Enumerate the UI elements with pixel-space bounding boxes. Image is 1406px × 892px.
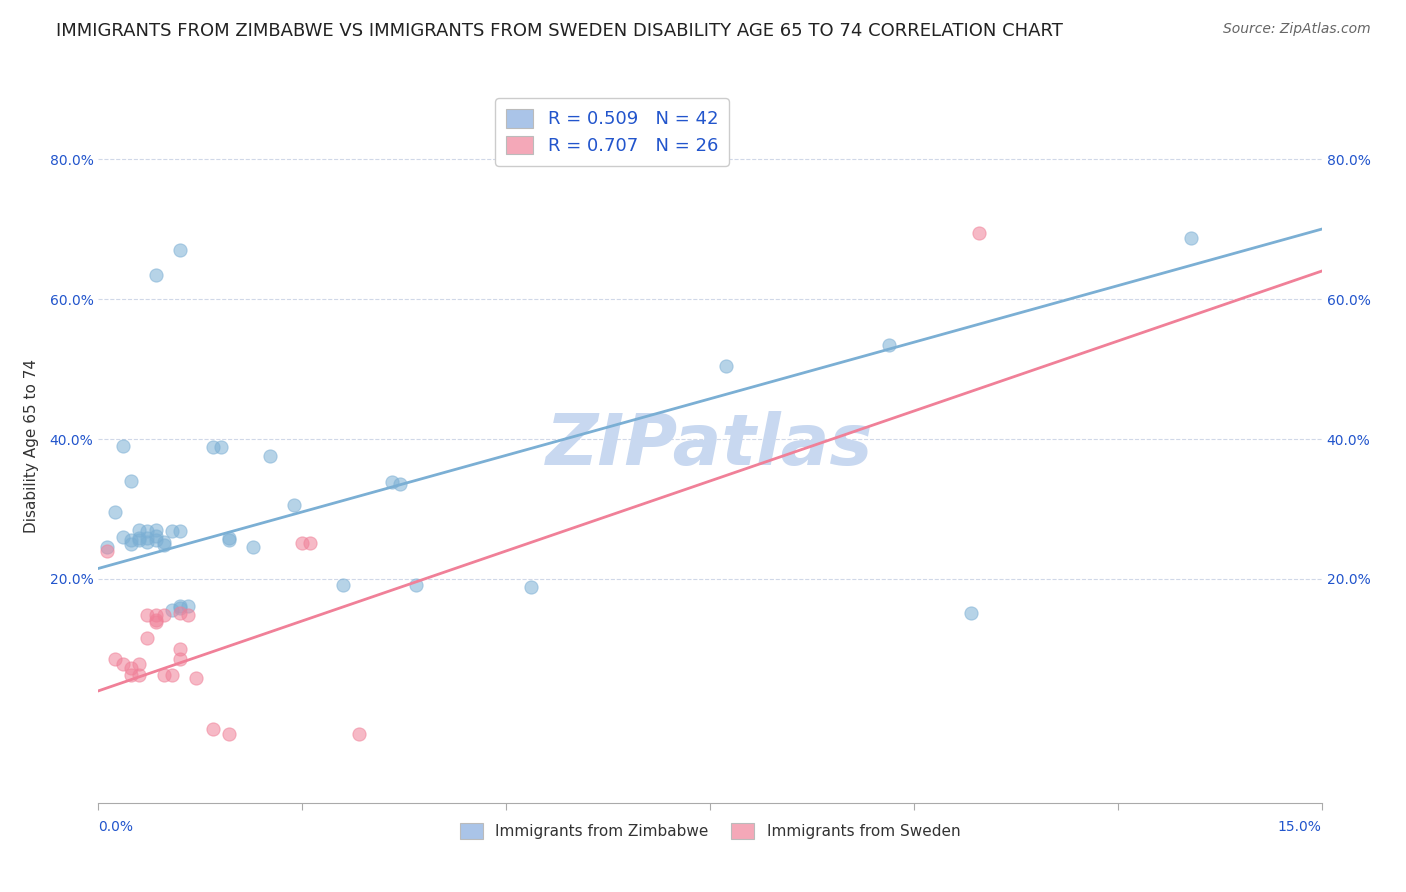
Text: Source: ZipAtlas.com: Source: ZipAtlas.com xyxy=(1223,22,1371,37)
Point xyxy=(201,723,224,737)
Text: 15.0%: 15.0% xyxy=(1278,821,1322,834)
Point xyxy=(291,535,314,549)
Point xyxy=(160,524,183,539)
Point xyxy=(128,657,150,672)
Point xyxy=(209,441,232,455)
Point xyxy=(128,533,150,548)
Point xyxy=(169,601,191,615)
Point xyxy=(136,632,159,646)
Point xyxy=(120,537,142,551)
Point xyxy=(169,243,191,257)
Point xyxy=(349,727,371,741)
Point xyxy=(160,668,183,682)
Point xyxy=(111,657,134,672)
Point xyxy=(111,439,134,453)
Point xyxy=(332,577,354,591)
Point xyxy=(1180,230,1202,244)
Point xyxy=(136,534,159,549)
Point xyxy=(218,533,240,548)
Point xyxy=(879,337,901,351)
Point xyxy=(128,523,150,537)
Point xyxy=(128,532,150,546)
Point xyxy=(152,534,174,549)
Point xyxy=(169,606,191,620)
Point xyxy=(519,580,541,594)
Point xyxy=(96,544,118,558)
Point xyxy=(136,532,159,546)
Point xyxy=(169,641,191,656)
Point xyxy=(405,577,427,591)
Point xyxy=(145,615,167,630)
Point xyxy=(145,268,167,282)
Point xyxy=(201,441,224,455)
Point xyxy=(104,652,127,666)
Point xyxy=(96,541,118,555)
Text: IMMIGRANTS FROM ZIMBABWE VS IMMIGRANTS FROM SWEDEN DISABILITY AGE 65 TO 74 CORRE: IMMIGRANTS FROM ZIMBABWE VS IMMIGRANTS F… xyxy=(56,22,1063,40)
Point xyxy=(716,359,738,373)
Point xyxy=(145,528,167,542)
Text: 0.0%: 0.0% xyxy=(98,821,134,834)
Text: ZIPatlas: ZIPatlas xyxy=(547,411,873,481)
Point xyxy=(299,535,322,549)
Point xyxy=(169,524,191,539)
Point xyxy=(152,668,174,682)
Y-axis label: Disability Age 65 to 74: Disability Age 65 to 74 xyxy=(24,359,38,533)
Point xyxy=(169,599,191,613)
Point xyxy=(186,671,208,685)
Point xyxy=(960,606,983,620)
Point xyxy=(259,450,281,464)
Point xyxy=(145,533,167,548)
Point xyxy=(145,613,167,627)
Point xyxy=(136,608,159,623)
Legend: Immigrants from Zimbabwe, Immigrants from Sweden: Immigrants from Zimbabwe, Immigrants fro… xyxy=(454,817,966,845)
Point xyxy=(120,533,142,548)
Point xyxy=(145,523,167,537)
Point xyxy=(120,661,142,675)
Point xyxy=(152,538,174,552)
Point xyxy=(136,524,159,539)
Point xyxy=(389,477,412,491)
Point xyxy=(169,652,191,666)
Point xyxy=(152,608,174,623)
Point xyxy=(111,530,134,544)
Point xyxy=(177,608,200,623)
Point xyxy=(160,603,183,617)
Point xyxy=(283,499,305,513)
Point xyxy=(145,608,167,623)
Point xyxy=(128,668,150,682)
Point xyxy=(218,532,240,546)
Point xyxy=(218,727,240,741)
Point xyxy=(381,475,404,490)
Point xyxy=(120,668,142,682)
Point xyxy=(177,599,200,613)
Point xyxy=(967,226,990,240)
Point xyxy=(242,541,264,555)
Point xyxy=(104,506,127,520)
Point xyxy=(120,474,142,488)
